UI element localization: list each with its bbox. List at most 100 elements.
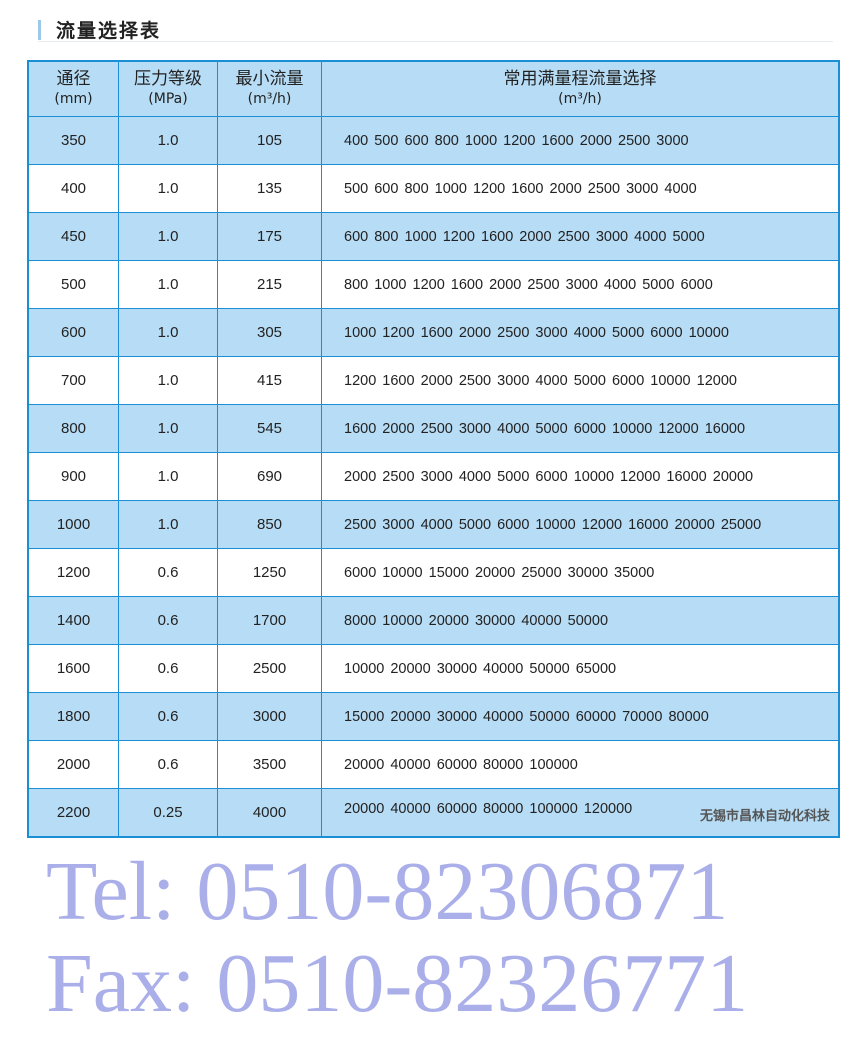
cell-flow-range: 1000 1200 1600 2000 2500 3000 4000 5000 …	[321, 308, 840, 357]
cell-pressure: 0.6	[118, 692, 218, 741]
cell-min-flow: 690	[217, 452, 322, 501]
cell-pressure: 1.0	[118, 116, 218, 165]
cell-diameter: 700	[27, 356, 119, 405]
table-row: 400 1.0 135 500 600 800 1000 1200 1600 2000…	[27, 164, 840, 213]
cell-pressure: 1.0	[118, 164, 218, 213]
header-pressure: 压力等级 (MPa)	[118, 60, 218, 117]
flow-range-values: 2500 3000 4000 5000 6000 10000 12000 160…	[344, 516, 762, 533]
flow-range-values: 15000 20000 30000 40000 50000 60000 7000…	[344, 708, 709, 725]
cell-min-flow: 215	[217, 260, 322, 309]
watermark: Tel: 0510-82306871 Fax: 0510-82326771	[46, 846, 846, 1030]
flow-range-values: 2000 2500 3000 4000 5000 6000 10000 1200…	[344, 468, 754, 485]
cell-flow-range: 600 800 1000 1200 1600 2000 2500 3000 40…	[321, 212, 840, 261]
cell-min-flow: 1700	[217, 596, 322, 645]
table-row: 600 1.0 305 1000 1200 1600 2000 2500 3000 4…	[27, 308, 840, 357]
cell-pressure: 0.6	[118, 644, 218, 693]
flow-range-values: 600 800 1000 1200 1600 2000 2500 3000 40…	[344, 228, 705, 245]
table-row: 500 1.0 215 800 1000 1200 1600 2000 2500 30…	[27, 260, 840, 309]
watermark-fax: Fax: 0510-82326771	[46, 937, 749, 1030]
cell-diameter: 1400	[27, 596, 119, 645]
cell-pressure: 1.0	[118, 260, 218, 309]
cell-pressure: 1.0	[118, 452, 218, 501]
cell-min-flow: 3000	[217, 692, 322, 741]
cell-diameter: 900	[27, 452, 119, 501]
header-label: 最小流量	[235, 68, 304, 89]
cell-flow-range: 2500 3000 4000 5000 6000 10000 12000 160…	[321, 500, 840, 549]
flow-range-values: 20000 40000 60000 80000 100000	[344, 756, 578, 773]
cell-flow-range: 1200 1600 2000 2500 3000 4000 5000 6000 …	[321, 356, 840, 405]
flow-range-values: 400 500 600 800 1000 1200 1600 2000 2500…	[344, 132, 689, 149]
cell-flow-range: 无锡市昌林自动化科技 20000 40000 60000 80000 100000…	[321, 788, 840, 838]
cell-flow-range: 15000 20000 30000 40000 50000 60000 7000…	[321, 692, 840, 741]
table-row: 2000 0.6 3500 20000 40000 60000 80000 10000…	[27, 740, 840, 789]
title-accent-bar	[38, 20, 41, 40]
cell-min-flow: 2500	[217, 644, 322, 693]
cell-flow-range: 400 500 600 800 1000 1200 1600 2000 2500…	[321, 116, 840, 165]
flow-range-values: 1000 1200 1600 2000 2500 3000 4000 5000 …	[344, 324, 729, 341]
cell-diameter: 500	[27, 260, 119, 309]
cell-pressure: 1.0	[118, 500, 218, 549]
cell-pressure: 1.0	[118, 308, 218, 357]
header-label: 常用满量程流量选择	[503, 68, 657, 89]
flow-range-values: 1200 1600 2000 2500 3000 4000 5000 6000 …	[344, 372, 737, 389]
header-unit: (mm)	[54, 90, 93, 107]
cell-flow-range: 500 600 800 1000 1200 1600 2000 2500 300…	[321, 164, 840, 213]
cell-diameter: 2000	[27, 740, 119, 789]
table-row: 450 1.0 175 600 800 1000 1200 1600 2000 250…	[27, 212, 840, 261]
table-row: 350 1.0 105 400 500 600 800 1000 1200 1600 …	[27, 116, 840, 165]
table-row: 1200 0.6 1250 6000 10000 15000 20000 25000 …	[27, 548, 840, 597]
company-name: 无锡市昌林自动化科技	[699, 809, 830, 824]
cell-min-flow: 3500	[217, 740, 322, 789]
flow-range-values: 1600 2000 2500 3000 4000 5000 6000 10000…	[344, 420, 746, 437]
cell-min-flow: 105	[217, 116, 322, 165]
cell-min-flow: 175	[217, 212, 322, 261]
cell-pressure: 1.0	[118, 212, 218, 261]
flow-range-values: 6000 10000 15000 20000 25000 30000 35000	[344, 564, 655, 581]
table-row: 700 1.0 415 1200 1600 2000 2500 3000 4000 5…	[27, 356, 840, 405]
cell-flow-range: 10000 20000 30000 40000 50000 65000	[321, 644, 840, 693]
flow-range-values: 8000 10000 20000 30000 40000 50000	[344, 612, 609, 629]
header-label: 通径	[56, 68, 91, 89]
header-unit: (m³/h)	[247, 90, 292, 107]
cell-min-flow: 305	[217, 308, 322, 357]
cell-min-flow: 4000	[217, 788, 322, 838]
cell-diameter: 350	[27, 116, 119, 165]
cell-min-flow: 545	[217, 404, 322, 453]
cell-flow-range: 8000 10000 20000 30000 40000 50000	[321, 596, 840, 645]
watermark-tel: Tel: 0510-82306871	[46, 845, 729, 938]
cell-pressure: 0.6	[118, 740, 218, 789]
table-row: 1400 0.6 1700 8000 10000 20000 30000 40000 …	[27, 596, 840, 645]
table-row: 1000 1.0 850 2500 3000 4000 5000 6000 10000…	[27, 500, 840, 549]
header-unit: (m³/h)	[558, 90, 602, 107]
cell-min-flow: 1250	[217, 548, 322, 597]
page-title: 流量选择表	[56, 20, 162, 42]
header-diameter: 通径 (mm)	[27, 60, 119, 117]
flow-selection-table: 通径 (mm) 压力等级 (MPa) 最小流量 (m³/h) 常用满量程流量选择 (m³…	[27, 60, 840, 838]
cell-diameter: 1000	[27, 500, 119, 549]
cell-diameter: 400	[27, 164, 119, 213]
cell-pressure: 1.0	[118, 356, 218, 405]
cell-diameter: 1600	[27, 644, 119, 693]
header-flow-range: 常用满量程流量选择 (m³/h)	[321, 60, 840, 117]
header-label: 压力等级	[134, 68, 202, 89]
cell-pressure: 0.6	[118, 596, 218, 645]
cell-pressure: 0.25	[118, 788, 218, 838]
table-row: 2200 0.25 4000 无锡市昌林自动化科技 20000 40000 60000 …	[27, 788, 840, 838]
flow-range-values: 800 1000 1200 1600 2000 2500 3000 4000 5…	[344, 276, 713, 293]
cell-min-flow: 850	[217, 500, 322, 549]
cell-diameter: 800	[27, 404, 119, 453]
flow-range-values: 500 600 800 1000 1200 1600 2000 2500 300…	[344, 180, 697, 197]
section-header: 流量选择表	[38, 14, 833, 42]
cell-diameter: 450	[27, 212, 119, 261]
cell-diameter: 2200	[27, 788, 119, 838]
cell-flow-range: 6000 10000 15000 20000 25000 30000 35000	[321, 548, 840, 597]
flow-range-values: 20000 40000 60000 80000 100000 120000	[344, 801, 633, 817]
cell-diameter: 1800	[27, 692, 119, 741]
cell-flow-range: 1600 2000 2500 3000 4000 5000 6000 10000…	[321, 404, 840, 453]
header-min-flow: 最小流量 (m³/h)	[217, 60, 322, 117]
header-unit: (MPa)	[148, 90, 188, 107]
table-row: 1800 0.6 3000 15000 20000 30000 40000 50000…	[27, 692, 840, 741]
cell-pressure: 1.0	[118, 404, 218, 453]
cell-pressure: 0.6	[118, 548, 218, 597]
cell-min-flow: 415	[217, 356, 322, 405]
